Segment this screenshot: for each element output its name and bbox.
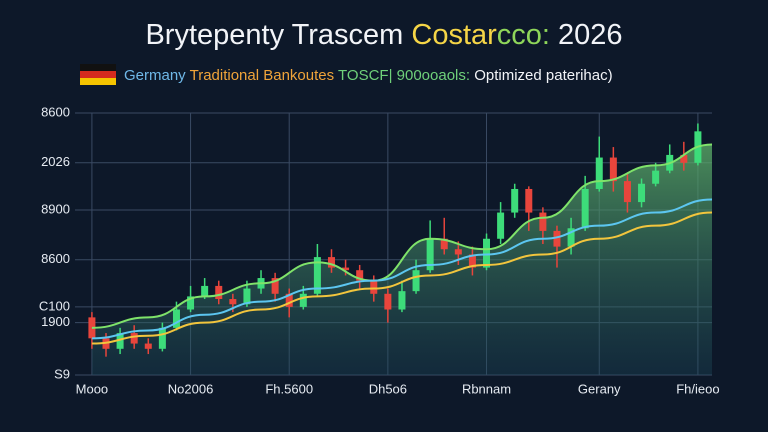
candle-body xyxy=(652,170,660,184)
candle-body xyxy=(243,288,251,305)
candle-body xyxy=(539,212,547,231)
title-segment: Traditional Bankoutes xyxy=(190,67,338,84)
candle-body xyxy=(172,309,180,328)
candle-body xyxy=(313,257,321,294)
candle-body xyxy=(638,183,646,203)
candle-body xyxy=(483,238,491,268)
x-tick-label: Gerany xyxy=(578,381,621,396)
x-tick-label: Fh.5600 xyxy=(265,381,313,396)
line xyxy=(91,143,713,329)
candle-body xyxy=(158,327,166,349)
y-tick-label: 1900 xyxy=(41,314,70,329)
x-tick-label: Dh5o6 xyxy=(369,381,407,396)
candle-body xyxy=(454,249,462,255)
y-tick-label: 8900 xyxy=(41,201,70,216)
candle-body xyxy=(342,267,350,271)
x-tick-label: No2006 xyxy=(168,381,214,396)
chart-subtitle: Germany Traditional Bankoutes TOSCF| 900… xyxy=(124,67,613,84)
candle-body xyxy=(384,293,392,310)
y-tick-label: 8600 xyxy=(41,251,70,266)
y-tick-label: S9 xyxy=(54,366,70,381)
candle-body xyxy=(327,257,335,268)
flag xyxy=(80,64,116,85)
candle-body xyxy=(426,238,434,271)
title-segment: Brytepenty Trascem xyxy=(145,19,411,51)
candle-body xyxy=(215,285,223,300)
x-tick-label: Rbnnam xyxy=(462,381,511,396)
candle-body xyxy=(187,296,195,310)
candle-body xyxy=(398,291,406,310)
y-tick-label: 8600 xyxy=(41,104,70,119)
candle-body xyxy=(581,188,589,229)
candle-body xyxy=(468,254,476,268)
candle-body xyxy=(623,181,631,203)
candle-body xyxy=(285,293,293,307)
candle-body xyxy=(497,212,505,239)
candle-body xyxy=(412,270,420,292)
y-tick-label: C100 xyxy=(39,298,70,313)
candle-body xyxy=(680,154,688,163)
candle-body xyxy=(229,299,237,305)
candle-body xyxy=(130,333,138,344)
candle-body xyxy=(440,238,448,250)
line xyxy=(91,211,713,345)
candle-body xyxy=(609,157,617,182)
candle-body xyxy=(116,333,124,349)
candle-body xyxy=(595,157,603,189)
candle-body xyxy=(201,285,209,297)
candle-body xyxy=(356,270,364,281)
title-segment: TOSCF| 900ooaols: xyxy=(338,67,474,84)
candle-body xyxy=(271,278,279,294)
candle-body xyxy=(567,228,575,247)
title-segment: Germany xyxy=(124,67,190,84)
line xyxy=(91,198,713,340)
candle-body xyxy=(525,188,533,213)
title-segment: Costar xyxy=(411,19,497,51)
title-segment: 2026 xyxy=(550,19,623,51)
y-tick-label: 2026 xyxy=(41,154,70,169)
candle-body xyxy=(370,280,378,294)
candle-body xyxy=(144,343,152,349)
x-tick-label: Fh/ieoo xyxy=(676,381,719,396)
x-tick-label: Mooo xyxy=(76,381,109,396)
candle-body xyxy=(511,188,519,213)
chart-title: Brytepenty Trascem Costarcco: 2026 xyxy=(145,19,622,51)
title-segment: cco: xyxy=(497,19,550,51)
candle-body xyxy=(299,293,307,307)
title-segment: Optimized paterihac) xyxy=(474,67,612,84)
candle-body xyxy=(553,230,561,247)
